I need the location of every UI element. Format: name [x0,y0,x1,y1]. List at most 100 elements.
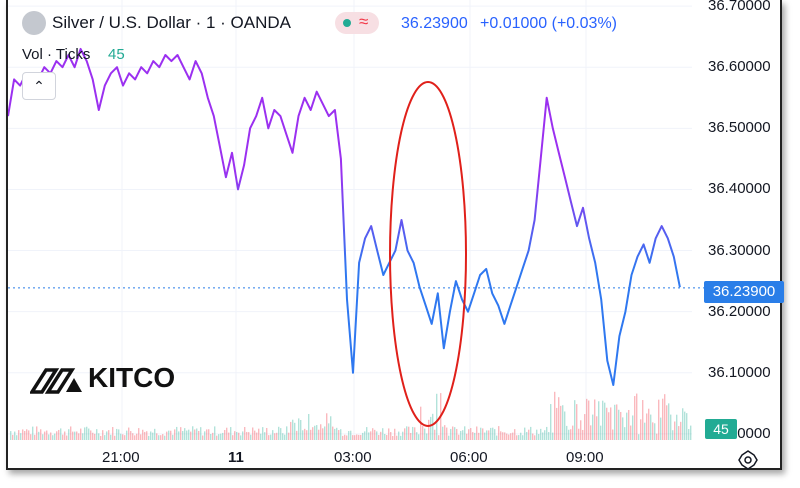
volume-bar [112,427,114,440]
volume-bar [144,431,146,440]
volume-bar [78,433,80,440]
volume-bar [382,428,384,440]
volume-bar [258,428,260,440]
volume-bar [318,429,320,440]
volume-tag: 45 [705,419,737,439]
volume-bar [462,430,464,440]
volume-bar [390,432,392,440]
volume-bar [70,426,72,440]
volume-bar [600,425,602,440]
volume-bar [38,431,40,440]
volume-bar [630,425,632,440]
volume-bar [22,429,24,440]
volume-bar [40,429,42,440]
volume-bar [414,427,416,440]
volume-bar [422,426,424,440]
collapse-legend-button[interactable]: ⌃ [22,72,56,100]
volume-bar [396,435,398,440]
volume-bar [164,435,166,440]
volume-bar [402,431,404,440]
volume-indicator-label[interactable]: Vol · Ticks [22,46,91,63]
volume-bar [554,391,556,440]
volume-bar [106,431,108,440]
y-tick-label: 36.40000 [708,180,771,198]
volume-bar [82,433,84,440]
volume-bar [30,434,32,440]
volume-bar [62,434,64,440]
volume-bar [666,405,668,440]
volume-bar [658,399,660,440]
volume-bar [516,435,518,440]
volume-bar [212,432,214,440]
volume-bar [536,429,538,440]
volume-bar [166,431,168,440]
settings-gear-icon[interactable] [737,449,759,471]
volume-bar [406,426,408,440]
volume-bar [308,414,310,440]
volume-bar [590,425,592,440]
volume-bar [410,432,412,440]
volume-bar [458,434,460,440]
volume-bar [526,431,528,440]
volume-bar [310,429,312,440]
volume-bar [226,427,228,440]
volume-bar [404,428,406,440]
market-status-pill[interactable]: ≈ [335,12,379,34]
symbol-title[interactable]: Silver / U.S. Dollar · 1 · OANDA [52,13,291,32]
volume-bar [28,430,30,440]
volume-bar [66,435,68,440]
volume-bar [480,427,482,440]
volume-bar [652,422,654,440]
volume-bar [498,426,500,440]
volume-bar [46,430,48,440]
volume-bar [16,435,18,440]
volume-bar [238,432,240,440]
volume-bar [604,402,606,440]
volume-bar [606,407,608,440]
volume-bar [628,409,630,440]
volume-bar [190,431,192,440]
volume-bar [320,424,322,440]
volume-bar [510,433,512,440]
volume-bar [60,428,62,440]
price-chart[interactable] [8,0,780,470]
volume-bar [434,429,436,440]
volume-bar [512,432,514,440]
y-tick-label: 36.10000 [708,363,771,381]
volume-bar [494,429,496,440]
volume-bar [586,398,588,440]
volume-bar [132,433,134,440]
volume-indicator-value: 45 [108,46,125,63]
volume-bar [250,434,252,440]
volume-bar [674,421,676,440]
volume-bar [248,432,250,440]
volume-bar [322,428,324,440]
volume-bar [104,435,106,440]
y-tick-label: 36.30000 [708,241,771,259]
volume-bar [272,430,274,440]
y-tick-label: 36.50000 [708,119,771,137]
volume-bar [602,400,604,440]
volume-bar [282,433,284,440]
volume-bar [568,429,570,440]
volume-bar [338,430,340,440]
volume-bar [486,430,488,440]
volume-bar [228,432,230,440]
volume-bar [632,415,634,440]
volume-bar [42,434,44,440]
volume-bar [34,434,36,440]
volume-bar [140,434,142,440]
volume-bar [524,427,526,440]
volume-bar [356,434,358,440]
volume-bar [36,426,38,440]
kitco-logo-mark-icon [30,368,82,394]
volume-bar [326,413,328,440]
volume-bar [160,435,162,440]
volume-bar [464,426,466,440]
volume-bar [380,431,382,440]
x-tick-label: 03:00 [334,449,372,466]
volume-bar [100,435,102,440]
volume-bar [446,427,448,440]
volume-bar [276,432,278,440]
silver-symbol-icon[interactable] [22,11,46,35]
